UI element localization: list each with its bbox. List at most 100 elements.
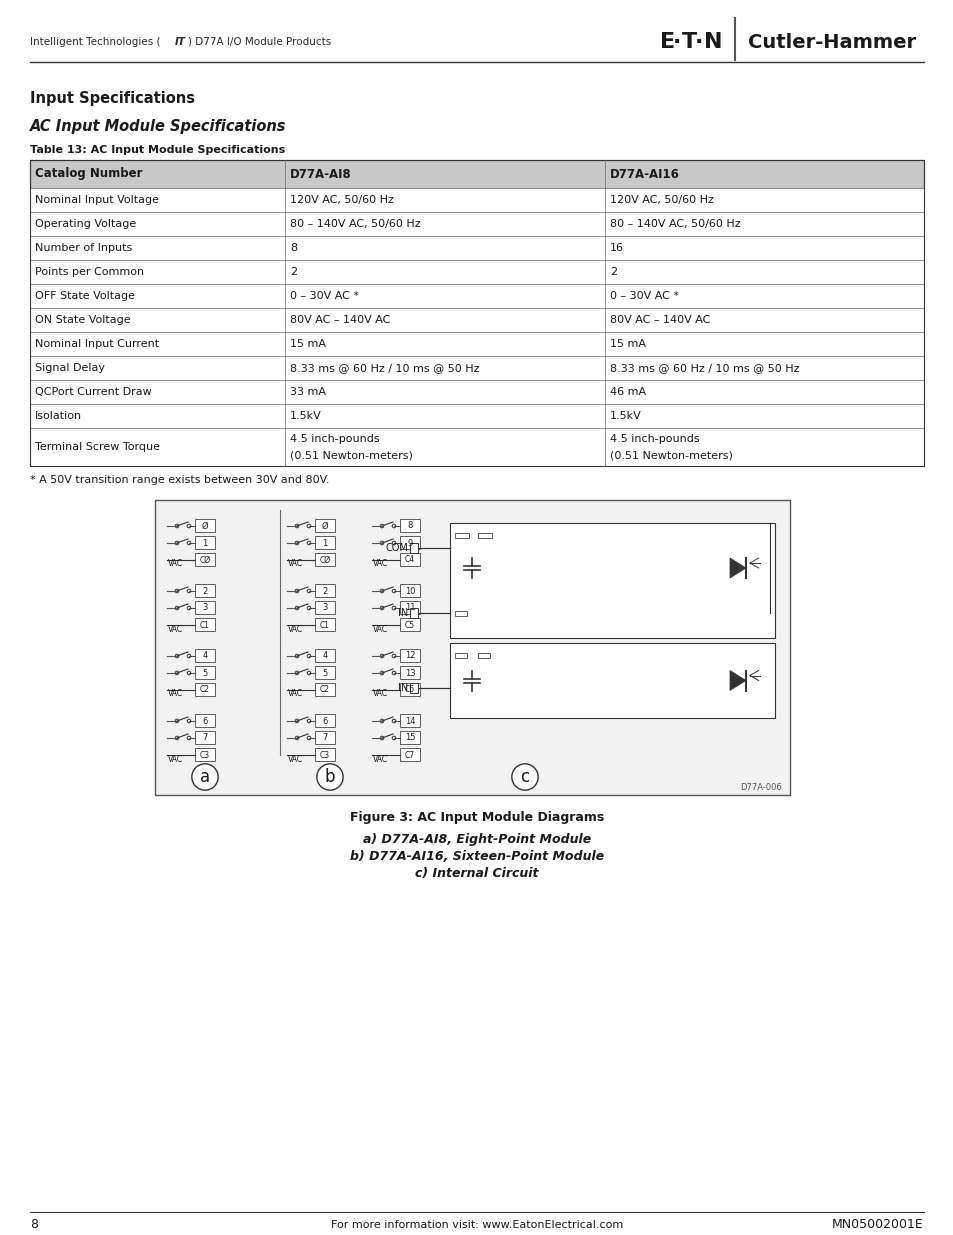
Text: 46 mA: 46 mA [609, 387, 645, 396]
Bar [194, 618, 214, 631]
Text: c: c [520, 768, 529, 785]
Text: C1: C1 [200, 620, 210, 630]
Text: 3: 3 [202, 604, 208, 613]
Text: VAC: VAC [288, 755, 303, 763]
Bar [30, 332, 923, 356]
Bar [450, 522, 774, 638]
Text: Number of Inputs: Number of Inputs [35, 243, 132, 253]
Text: 80 – 140V AC, 50/60 Hz: 80 – 140V AC, 50/60 Hz [290, 219, 420, 228]
Bar [30, 188, 923, 212]
Bar [314, 536, 335, 550]
Text: VAC: VAC [168, 625, 183, 634]
Text: Signal Delay: Signal Delay [35, 363, 105, 373]
Text: Terminal Screw Torque: Terminal Screw Torque [35, 442, 160, 452]
Text: C5: C5 [404, 620, 415, 630]
Bar [30, 356, 923, 380]
Bar [30, 404, 923, 429]
Bar [477, 532, 492, 537]
Text: C3: C3 [319, 751, 330, 760]
Text: AC Input Module Specifications: AC Input Module Specifications [30, 119, 286, 133]
Bar [399, 618, 419, 631]
Bar [399, 731, 419, 743]
Text: D77A-006: D77A-006 [740, 783, 781, 792]
Bar [410, 543, 417, 553]
Text: 15 mA: 15 mA [609, 338, 645, 350]
Text: 13: 13 [404, 668, 415, 678]
Text: CØ: CØ [199, 556, 211, 564]
Bar [30, 261, 923, 284]
Text: T: T [681, 32, 697, 52]
Text: COM: COM [385, 543, 408, 553]
Text: c) Internal Circuit: c) Internal Circuit [415, 867, 538, 879]
Bar [30, 380, 923, 404]
Bar [314, 584, 335, 597]
Text: Nominal Input Current: Nominal Input Current [35, 338, 159, 350]
Text: a) D77A-AI8, Eight-Point Module: a) D77A-AI8, Eight-Point Module [362, 832, 591, 846]
Text: 12: 12 [404, 652, 415, 661]
Text: b: b [324, 768, 335, 785]
Text: (0.51 Newton-meters): (0.51 Newton-meters) [290, 451, 413, 461]
Text: VAC: VAC [373, 689, 388, 699]
Text: C4: C4 [404, 556, 415, 564]
Text: ON State Voltage: ON State Voltage [35, 315, 131, 325]
Text: OFF State Voltage: OFF State Voltage [35, 291, 135, 301]
Bar [399, 748, 419, 761]
Text: 2: 2 [202, 587, 208, 595]
Text: C3: C3 [200, 751, 210, 760]
Bar [30, 161, 923, 188]
Text: IN: IN [397, 608, 408, 618]
Text: 33 mA: 33 mA [290, 387, 325, 396]
Text: a: a [200, 768, 210, 785]
Text: ) D77A I/O Module Products: ) D77A I/O Module Products [188, 37, 331, 47]
Bar [30, 161, 923, 188]
Text: D77A-AI16: D77A-AI16 [609, 168, 679, 180]
Text: Ø: Ø [201, 521, 208, 531]
Bar [399, 553, 419, 566]
Bar [194, 536, 214, 550]
Text: VAC: VAC [373, 625, 388, 634]
Text: * A 50V transition range exists between 30V and 80V.: * A 50V transition range exists between … [30, 475, 329, 485]
Text: 9: 9 [407, 538, 413, 547]
Text: VAC: VAC [288, 625, 303, 634]
Polygon shape [729, 558, 745, 578]
Bar [399, 584, 419, 597]
Text: 4.5 inch-pounds: 4.5 inch-pounds [609, 433, 699, 443]
Text: Figure 3: AC Input Module Diagrams: Figure 3: AC Input Module Diagrams [350, 810, 603, 824]
Text: C1: C1 [319, 620, 330, 630]
Text: E: E [659, 32, 675, 52]
Bar [30, 261, 923, 284]
Text: For more information visit: www.EatonElectrical.com: For more information visit: www.EatonEle… [331, 1220, 622, 1230]
Bar [455, 532, 469, 537]
Text: (0.51 Newton-meters): (0.51 Newton-meters) [609, 451, 732, 461]
Text: ·: · [672, 32, 680, 52]
Bar [194, 731, 214, 743]
Bar [194, 714, 214, 727]
Text: ·: · [695, 32, 702, 52]
Text: QCPort Current Draw: QCPort Current Draw [35, 387, 152, 396]
Bar [30, 161, 923, 466]
Text: IT: IT [174, 37, 186, 47]
Text: C7: C7 [404, 751, 415, 760]
Text: 7: 7 [322, 734, 327, 742]
Text: 0 – 30V AC *: 0 – 30V AC * [290, 291, 358, 301]
Text: 1: 1 [202, 538, 208, 547]
Text: 0 – 30V AC *: 0 – 30V AC * [609, 291, 679, 301]
Text: IN: IN [397, 683, 408, 693]
Bar [30, 284, 923, 308]
Bar [194, 584, 214, 597]
Text: 16: 16 [609, 243, 623, 253]
Text: 10: 10 [404, 587, 415, 595]
Text: 2: 2 [609, 267, 617, 277]
Text: 8.33 ms @ 60 Hz / 10 ms @ 50 Hz: 8.33 ms @ 60 Hz / 10 ms @ 50 Hz [609, 363, 799, 373]
Text: CØ: CØ [319, 556, 331, 564]
Text: 1: 1 [322, 538, 327, 547]
Text: 6: 6 [202, 716, 208, 725]
Bar [30, 429, 923, 466]
Text: 8: 8 [30, 1219, 38, 1231]
Text: D77A-AI8: D77A-AI8 [290, 168, 351, 180]
Bar [455, 652, 467, 657]
Text: 1.5kV: 1.5kV [609, 411, 641, 421]
Bar [314, 618, 335, 631]
Bar [194, 748, 214, 761]
Text: 8: 8 [407, 521, 413, 531]
